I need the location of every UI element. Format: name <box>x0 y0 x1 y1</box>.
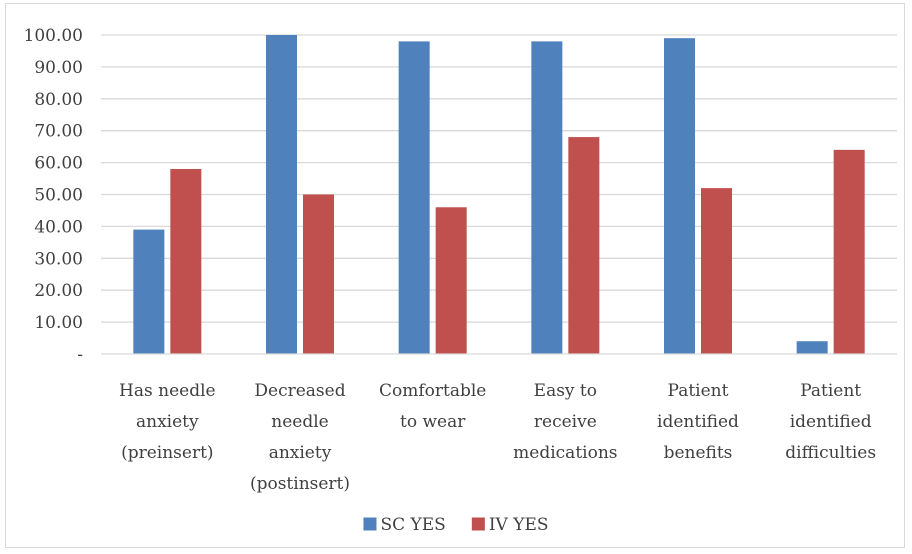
y-axis: - 10.00 20.00 30.00 40.00 50.00 60.00 70.00 80.0… <box>24 26 83 365</box>
x-category-label-line: Comfortable <box>379 381 486 401</box>
legend-label: IV YES <box>489 515 549 535</box>
bar-sc-yes-1 <box>266 35 297 354</box>
bar-iv-yes-4 <box>701 188 732 354</box>
legend-swatch-iv-yes <box>471 517 485 531</box>
legend-swatch-sc-yes <box>363 517 377 531</box>
bar-iv-yes-3 <box>568 137 600 354</box>
y-tick-label: 50.00 <box>34 186 83 206</box>
y-tick-label: 20.00 <box>34 281 83 301</box>
x-category-label-line: identified <box>790 412 872 432</box>
x-category-label: Comfortable to wear <box>379 381 486 432</box>
x-category-label-line: (postinsert) <box>250 474 350 494</box>
y-tick-label: - <box>77 345 83 365</box>
x-category-label: Patient identified benefits <box>657 381 739 463</box>
x-category-label-line: identified <box>657 412 739 432</box>
bar-sc-yes-0 <box>133 229 165 354</box>
bar-iv-yes-1 <box>303 194 334 354</box>
x-category-label-line: Decreased <box>254 381 345 401</box>
y-tick-label: 100.00 <box>24 26 83 46</box>
gridlines <box>101 34 897 323</box>
x-axis: Has needle anxiety (preinsert) Decreased nee… <box>101 353 897 494</box>
legend: SC YES IV YES <box>363 515 549 535</box>
x-category-label: Easy to receive medications <box>513 381 617 463</box>
y-tick-label: 80.00 <box>34 90 83 110</box>
y-tick-label: 40.00 <box>34 217 83 237</box>
x-category-label-line: medications <box>513 443 617 463</box>
bar-iv-yes-2 <box>435 207 467 354</box>
y-tick-label: 60.00 <box>34 154 83 174</box>
x-category-label: Decreased needle anxiety (postinsert) <box>250 381 350 494</box>
bar-sc-yes-5 <box>796 341 828 354</box>
bars <box>133 35 865 354</box>
x-category-label-line: Has needle <box>119 381 216 401</box>
x-category-label-line: to wear <box>400 412 466 432</box>
x-category-label-line: (preinsert) <box>121 443 213 463</box>
bar-iv-yes-5 <box>833 149 865 354</box>
legend-label: SC YES <box>380 515 445 535</box>
x-category-label-line: receive <box>534 412 597 432</box>
x-category-label-line: Easy to <box>534 381 597 401</box>
x-category-label-line: needle <box>271 412 328 432</box>
x-category-label: Patient identified difficulties <box>785 381 876 463</box>
x-category-label-line: anxiety <box>269 443 332 463</box>
x-category-label-line: benefits <box>664 443 733 463</box>
x-category-label-line: difficulties <box>785 443 876 463</box>
y-tick-label: 10.00 <box>34 313 83 333</box>
x-category-label-line: Patient <box>800 381 861 401</box>
bar-sc-yes-4 <box>664 38 695 354</box>
bar-sc-yes-2 <box>398 41 430 354</box>
x-category-label: Has needle anxiety (preinsert) <box>119 381 216 463</box>
y-tick-label: 70.00 <box>34 122 83 142</box>
x-category-label-line: Patient <box>668 381 729 401</box>
bar-sc-yes-3 <box>531 41 563 354</box>
y-tick-label: 30.00 <box>34 249 83 269</box>
y-tick-label: 90.00 <box>34 58 83 78</box>
x-category-label-line: anxiety <box>136 412 199 432</box>
bar-iv-yes-0 <box>170 168 202 354</box>
